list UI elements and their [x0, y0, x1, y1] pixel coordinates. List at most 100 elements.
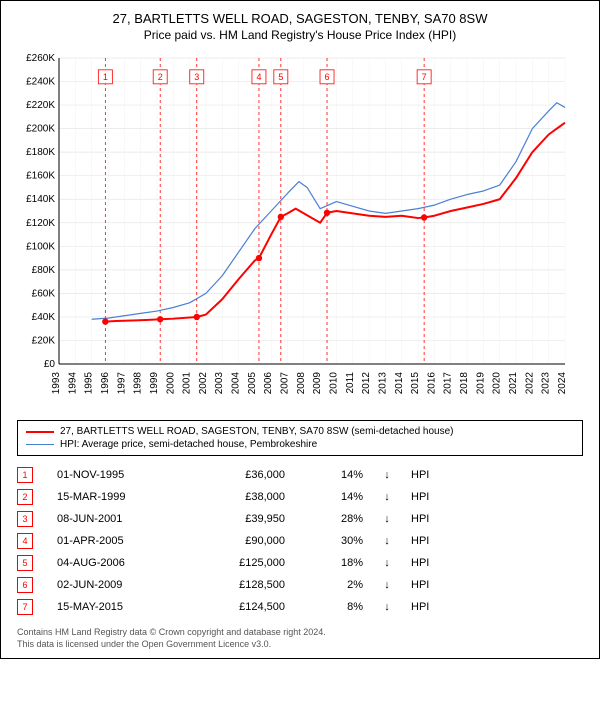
down-arrow-icon: ↓ [381, 491, 393, 503]
svg-text:2016: 2016 [426, 372, 437, 395]
legend: 27, BARTLETTS WELL ROAD, SAGESTON, TENBY… [17, 420, 583, 456]
sale-marker-icon: 7 [17, 599, 33, 615]
svg-text:£180K: £180K [26, 147, 55, 158]
svg-text:2011: 2011 [345, 372, 356, 394]
sale-pct: 28% [303, 513, 363, 525]
sale-price: £124,500 [195, 601, 285, 613]
svg-text:2008: 2008 [296, 372, 307, 395]
sale-hpi-label: HPI [411, 557, 441, 569]
sale-marker-icon: 5 [17, 555, 33, 571]
svg-text:£260K: £260K [26, 53, 55, 64]
sale-row: 3 08-JUN-2001 £39,950 28% ↓ HPI [17, 508, 583, 530]
svg-text:£160K: £160K [26, 171, 55, 182]
chart-area: £0£20K£40K£60K£80K£100K£120K£140K£160K£1… [13, 50, 587, 410]
line-chart-svg: £0£20K£40K£60K£80K£100K£120K£140K£160K£1… [13, 50, 573, 410]
svg-text:2001: 2001 [182, 372, 193, 395]
legend-label-hpi: HPI: Average price, semi-detached house,… [60, 439, 317, 450]
svg-text:2014: 2014 [394, 372, 405, 395]
sale-price: £128,500 [195, 579, 285, 591]
sale-marker-icon: 4 [17, 533, 33, 549]
svg-text:1: 1 [103, 72, 108, 82]
svg-text:£40K: £40K [32, 312, 56, 323]
svg-text:2022: 2022 [524, 372, 535, 395]
sales-table: 101-NOV-1995£36,00014%↓HPI215-MAR-1999£3… [17, 464, 583, 618]
svg-text:£80K: £80K [32, 265, 56, 276]
svg-text:4: 4 [256, 72, 261, 82]
svg-text:2017: 2017 [443, 372, 454, 395]
svg-text:£60K: £60K [32, 288, 56, 299]
sale-date: 02-JUN-2009 [57, 579, 177, 591]
sale-date: 15-MAY-2015 [57, 601, 177, 613]
svg-text:5: 5 [278, 72, 283, 82]
svg-text:2023: 2023 [541, 372, 552, 395]
sale-hpi-label: HPI [411, 579, 441, 591]
sale-row: 504-AUG-2006£125,00018%↓HPI [17, 552, 583, 574]
legend-swatch-property [26, 431, 54, 433]
svg-text:3: 3 [194, 72, 199, 82]
svg-text:2002: 2002 [198, 372, 209, 395]
svg-text:£200K: £200K [26, 124, 55, 135]
sale-hpi-label: HPI [411, 469, 441, 481]
svg-text:2018: 2018 [459, 372, 470, 395]
sale-row: 1 01-NOV-1995 £36,000 14% ↓ HPI [17, 464, 583, 486]
sale-price: £36,000 [195, 469, 285, 481]
sale-price: £125,000 [195, 557, 285, 569]
sale-row: 215-MAR-1999£38,00014%↓HPI [17, 486, 583, 508]
sale-marker-icon: 6 [17, 577, 33, 593]
svg-text:2009: 2009 [312, 372, 323, 395]
sale-date: 08-JUN-2001 [57, 513, 177, 525]
svg-text:2010: 2010 [328, 372, 339, 395]
sale-hpi-label: HPI [411, 491, 441, 503]
sale-date: 15-MAR-1999 [57, 491, 177, 503]
svg-text:1995: 1995 [84, 372, 95, 395]
sale-hpi-label: HPI [411, 601, 441, 613]
sale-marker-icon: 1 [17, 467, 33, 483]
legend-row-hpi: HPI: Average price, semi-detached house,… [26, 438, 574, 451]
legend-row-property: 27, BARTLETTS WELL ROAD, SAGESTON, TENBY… [26, 425, 574, 438]
svg-text:2004: 2004 [231, 372, 242, 395]
chart-container: 27, BARTLETTS WELL ROAD, SAGESTON, TENBY… [0, 0, 600, 659]
sale-date: 01-APR-2005 [57, 535, 177, 547]
sale-row: 7 15-MAY-2015 £124,500 8% ↓ HPI [17, 596, 583, 618]
svg-text:£120K: £120K [26, 218, 55, 229]
sale-pct: 18% [303, 557, 363, 569]
svg-text:2024: 2024 [557, 372, 568, 395]
svg-text:1999: 1999 [149, 372, 160, 395]
legend-label-property: 27, BARTLETTS WELL ROAD, SAGESTON, TENBY… [60, 426, 454, 437]
svg-text:1997: 1997 [116, 372, 127, 395]
svg-text:2012: 2012 [361, 372, 372, 395]
svg-text:£0: £0 [44, 359, 56, 370]
svg-text:6: 6 [325, 72, 330, 82]
svg-text:7: 7 [422, 72, 427, 82]
svg-text:2005: 2005 [247, 372, 258, 395]
svg-text:£20K: £20K [32, 335, 56, 346]
down-arrow-icon: ↓ [381, 601, 393, 613]
sale-hpi-label: HPI [411, 513, 441, 525]
sale-pct: 30% [303, 535, 363, 547]
legend-swatch-hpi [26, 444, 54, 445]
down-arrow-icon: ↓ [381, 513, 393, 525]
svg-text:£220K: £220K [26, 100, 55, 111]
sale-price: £39,950 [195, 513, 285, 525]
sale-pct: 14% [303, 491, 363, 503]
svg-text:1993: 1993 [51, 372, 62, 395]
sale-marker-icon: 3 [17, 511, 33, 527]
svg-text:2020: 2020 [492, 372, 503, 395]
down-arrow-icon: ↓ [381, 557, 393, 569]
svg-text:2013: 2013 [377, 372, 388, 395]
chart-subtitle: Price paid vs. HM Land Registry's House … [13, 28, 587, 42]
svg-text:2003: 2003 [214, 372, 225, 395]
sale-date: 01-NOV-1995 [57, 469, 177, 481]
sale-row: 602-JUN-2009£128,5002%↓HPI [17, 574, 583, 596]
svg-text:2015: 2015 [410, 372, 421, 395]
sale-pct: 14% [303, 469, 363, 481]
sale-pct: 8% [303, 601, 363, 613]
svg-text:£140K: £140K [26, 194, 55, 205]
down-arrow-icon: ↓ [381, 579, 393, 591]
chart-title: 27, BARTLETTS WELL ROAD, SAGESTON, TENBY… [13, 11, 587, 26]
svg-text:2021: 2021 [508, 372, 519, 395]
svg-text:2006: 2006 [263, 372, 274, 395]
svg-text:1998: 1998 [133, 372, 144, 395]
down-arrow-icon: ↓ [381, 469, 393, 481]
svg-text:2007: 2007 [280, 372, 291, 395]
